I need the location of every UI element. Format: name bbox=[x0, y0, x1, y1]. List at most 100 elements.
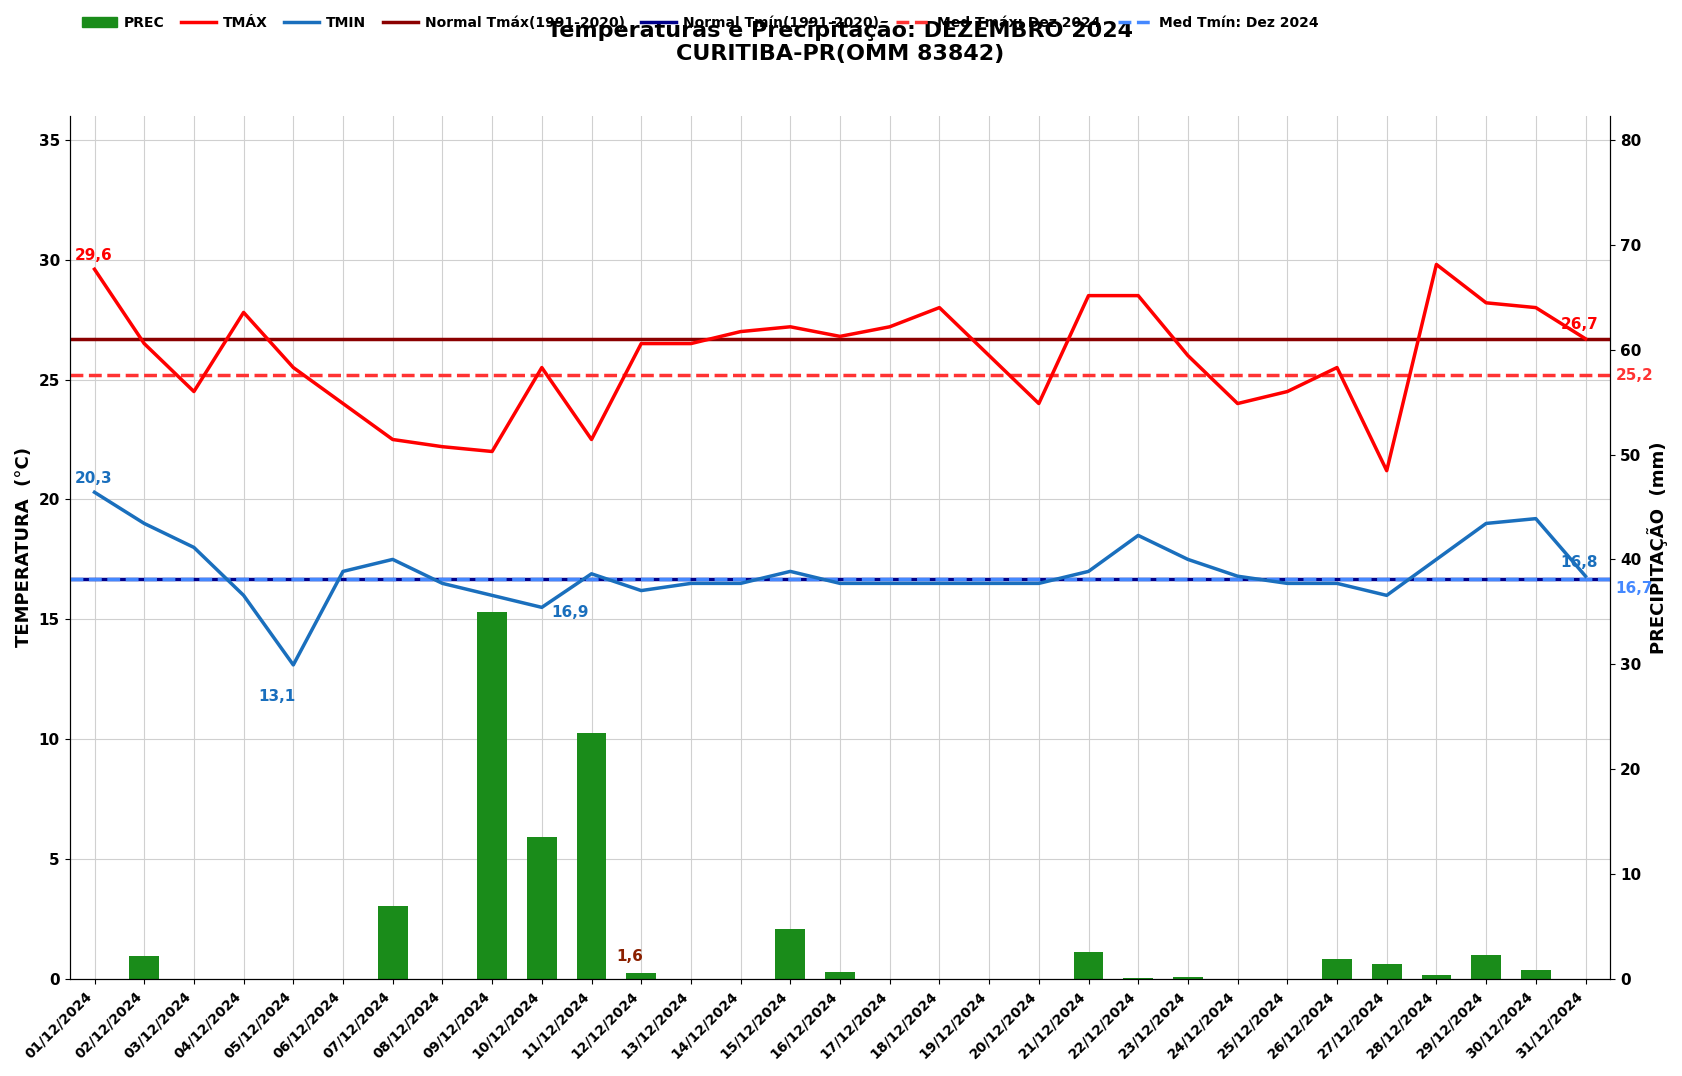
Bar bbox=[1421, 975, 1450, 979]
TMÁX bbox=[730, 325, 750, 338]
Text: 20,3: 20,3 bbox=[74, 470, 113, 485]
TMIN bbox=[631, 584, 651, 597]
Title: Temperaturas e Precipitação: DEZEMBRO 2024
CURITIBA-PR(OMM 83842): Temperaturas e Precipitação: DEZEMBRO 20… bbox=[547, 22, 1132, 65]
TMIN bbox=[183, 541, 204, 554]
TMIN bbox=[1277, 577, 1297, 590]
Bar bbox=[478, 612, 506, 979]
Bar bbox=[1172, 977, 1203, 979]
TMÁX bbox=[979, 349, 999, 362]
Bar bbox=[1073, 952, 1103, 979]
TMÁX bbox=[928, 301, 949, 314]
Line: TMÁX: TMÁX bbox=[94, 265, 1584, 470]
TMÁX bbox=[780, 321, 801, 334]
TMÁX bbox=[1574, 332, 1595, 345]
TMIN bbox=[135, 516, 155, 529]
Bar bbox=[130, 955, 160, 979]
Text: 25,2: 25,2 bbox=[1615, 368, 1652, 383]
Normal Tmín(1991-2020) bbox=[84, 572, 104, 585]
TMÁX bbox=[1425, 258, 1445, 271]
Bar bbox=[377, 906, 407, 979]
TMIN bbox=[333, 565, 353, 578]
TMÁX bbox=[829, 330, 849, 343]
TMIN bbox=[1325, 577, 1346, 590]
Text: 13,1: 13,1 bbox=[259, 689, 296, 704]
Bar bbox=[1322, 959, 1351, 979]
TMIN bbox=[1078, 565, 1098, 578]
TMIN bbox=[1574, 569, 1595, 582]
TMIN bbox=[432, 577, 452, 590]
Bar bbox=[775, 929, 804, 979]
TMÁX bbox=[183, 385, 204, 398]
TMIN bbox=[1127, 529, 1147, 542]
TMIN bbox=[1376, 589, 1396, 601]
Legend: PREC, TMÁX, TMIN, Normal Tmáx(1991-2020), Normal Tmín(1991-2020), Med Tmáx: Dez : PREC, TMÁX, TMIN, Normal Tmáx(1991-2020)… bbox=[77, 11, 1324, 36]
Med Tmáx: Dez 2024: (0, 25.2): Dez 2024: (0, 25.2) bbox=[84, 368, 104, 381]
Med Tmáx: Dez 2024: (1, 25.2): Dez 2024: (1, 25.2) bbox=[135, 368, 155, 381]
Bar bbox=[1371, 964, 1401, 979]
TMÁX bbox=[580, 433, 600, 445]
TMÁX bbox=[481, 445, 501, 458]
TMIN bbox=[84, 485, 104, 498]
Text: 16,7: 16,7 bbox=[1615, 581, 1652, 596]
TMIN bbox=[481, 589, 501, 601]
TMÁX bbox=[234, 306, 254, 318]
TMÁX bbox=[1226, 397, 1246, 410]
TMÁX bbox=[135, 337, 155, 350]
Med Tmín: Dez 2024: (0, 16.7): Dez 2024: (0, 16.7) bbox=[84, 572, 104, 585]
TMÁX bbox=[283, 362, 303, 374]
Normal Tmáx(1991-2020) bbox=[84, 332, 104, 345]
TMIN bbox=[283, 659, 303, 671]
TMÁX bbox=[333, 397, 353, 410]
TMIN bbox=[880, 577, 900, 590]
TMIN bbox=[1226, 569, 1246, 582]
TMIN bbox=[780, 565, 801, 578]
TMIN bbox=[829, 577, 849, 590]
TMÁX bbox=[1028, 397, 1048, 410]
TMÁX bbox=[1325, 362, 1346, 374]
Text: 16,8: 16,8 bbox=[1559, 554, 1598, 569]
Bar bbox=[1521, 969, 1549, 979]
TMIN bbox=[532, 600, 552, 613]
TMIN bbox=[928, 577, 949, 590]
Text: 1,6: 1,6 bbox=[616, 949, 643, 964]
TMÁX bbox=[382, 433, 402, 445]
Normal Tmáx(1991-2020) bbox=[135, 332, 155, 345]
Line: TMIN: TMIN bbox=[94, 492, 1584, 665]
TMIN bbox=[382, 553, 402, 566]
TMIN bbox=[1028, 577, 1048, 590]
TMÁX bbox=[532, 362, 552, 374]
Text: 16,9: 16,9 bbox=[552, 605, 589, 620]
TMÁX bbox=[1078, 289, 1098, 302]
TMÁX bbox=[1526, 301, 1546, 314]
TMIN bbox=[979, 577, 999, 590]
Med Tmín: Dez 2024: (1, 16.7): Dez 2024: (1, 16.7) bbox=[135, 572, 155, 585]
TMÁX bbox=[84, 263, 104, 275]
Y-axis label: PRECIPITAÇÃO  (mm): PRECIPITAÇÃO (mm) bbox=[1647, 441, 1667, 653]
Bar bbox=[577, 733, 606, 979]
TMIN bbox=[580, 567, 600, 580]
TMÁX bbox=[1177, 349, 1198, 362]
TMÁX bbox=[1277, 385, 1297, 398]
Text: 26,7: 26,7 bbox=[1559, 317, 1598, 332]
TMÁX bbox=[880, 321, 900, 334]
TMÁX bbox=[681, 337, 701, 350]
Bar bbox=[824, 972, 854, 979]
TMIN bbox=[1475, 516, 1495, 529]
TMÁX bbox=[1376, 464, 1396, 477]
Y-axis label: TEMPERATURA  (°C): TEMPERATURA (°C) bbox=[15, 448, 34, 648]
Normal Tmín(1991-2020) bbox=[135, 572, 155, 585]
TMÁX bbox=[1127, 289, 1147, 302]
TMIN bbox=[681, 577, 701, 590]
TMIN bbox=[1526, 512, 1546, 525]
TMÁX bbox=[1475, 296, 1495, 309]
TMÁX bbox=[631, 337, 651, 350]
Bar bbox=[526, 837, 557, 979]
Text: 29,6: 29,6 bbox=[74, 247, 113, 263]
TMIN bbox=[1177, 553, 1198, 566]
TMIN bbox=[1425, 553, 1445, 566]
TMIN bbox=[234, 589, 254, 601]
Bar bbox=[1470, 954, 1500, 979]
Bar bbox=[626, 973, 656, 979]
TMIN bbox=[730, 577, 750, 590]
TMÁX bbox=[432, 440, 452, 453]
